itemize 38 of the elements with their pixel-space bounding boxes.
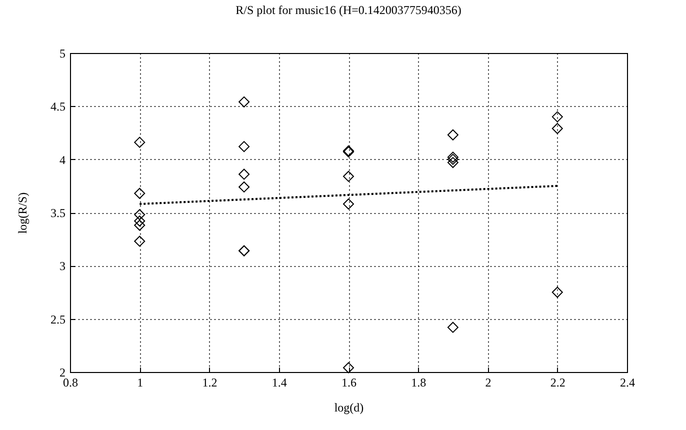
point [552,286,563,298]
y-tick-label: 4.5 [50,100,66,114]
point [552,122,563,134]
x-tick-label: 2.4 [620,376,635,390]
y-tick-label: 3.5 [50,206,66,220]
y-tick-label: 2.5 [50,312,66,326]
x-tick-label: 1.2 [202,376,218,390]
point [134,220,146,231]
point [134,209,146,220]
x-tick-label: 1.8 [411,376,426,390]
x-tick-label: 2 [485,376,492,390]
point [134,188,146,199]
point [238,181,250,192]
point [343,170,354,182]
point [343,198,354,210]
y-axis-title: log(R/S) [16,192,30,234]
x-tick-label: 0.8 [63,376,78,390]
point [552,111,563,122]
point [134,216,146,227]
point [134,236,146,247]
y-tick-label: 2 [60,366,66,380]
point [238,168,250,180]
chart-title: R/S plot for music16 (H=0.142003775940356) [236,3,462,17]
x-tick-label: 2.2 [550,376,566,390]
point [238,96,250,108]
point [447,322,458,333]
point [447,157,458,168]
x-tick-label: 1 [137,376,144,390]
x-tick-label: 1.6 [342,376,356,390]
y-tick-label: 4 [60,152,66,167]
x-tick-label: 1.4 [272,376,287,390]
y-tick-label: 3 [60,259,66,274]
x-axis-title: log(d) [334,400,364,414]
y-tick-label: 5 [60,46,66,60]
point [238,141,250,152]
point [134,136,146,148]
point [447,129,458,140]
point [343,362,354,374]
